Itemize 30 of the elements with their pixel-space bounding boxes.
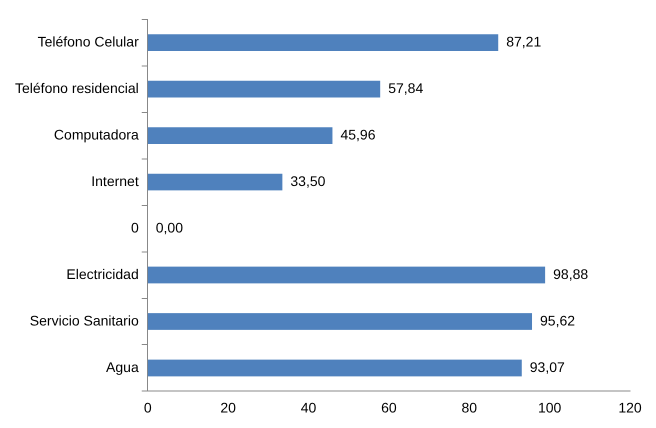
y-tick-label: Electricidad xyxy=(66,266,139,282)
data-label: 98,88 xyxy=(553,266,588,282)
x-tick-label: 60 xyxy=(381,399,397,416)
y-tick-label: Agua xyxy=(106,358,139,375)
data-label: 45,96 xyxy=(340,126,376,142)
y-tick-label: Servicio Sanitario xyxy=(30,312,139,328)
y-tick-label: Teléfono residencial xyxy=(14,80,139,96)
bar xyxy=(148,266,546,284)
x-tick-label: 40 xyxy=(300,399,316,416)
y-tick-label: Teléfono Celular xyxy=(38,33,140,50)
data-label: 93,07 xyxy=(530,358,566,375)
data-label: 57,84 xyxy=(388,80,424,96)
data-label: 95,62 xyxy=(540,312,576,328)
y-tick-label: Computadora xyxy=(54,126,139,142)
y-tick-label: 0 xyxy=(130,219,139,236)
bar xyxy=(148,313,532,330)
x-tick-label: 80 xyxy=(461,399,478,416)
bar xyxy=(148,174,282,190)
x-tick-label: 0 xyxy=(144,399,152,416)
x-tick-label: 120 xyxy=(618,399,642,416)
y-tick-label: Internet xyxy=(91,172,139,189)
data-label: 0,00 xyxy=(156,219,184,236)
data-label: 33,50 xyxy=(290,172,326,189)
x-tick-label: 20 xyxy=(220,399,236,416)
data-label: 87,21 xyxy=(506,33,542,50)
bar xyxy=(148,127,332,144)
bar xyxy=(148,360,522,376)
x-tick-label: 100 xyxy=(538,399,562,416)
bar xyxy=(148,34,498,52)
bar xyxy=(148,80,380,98)
